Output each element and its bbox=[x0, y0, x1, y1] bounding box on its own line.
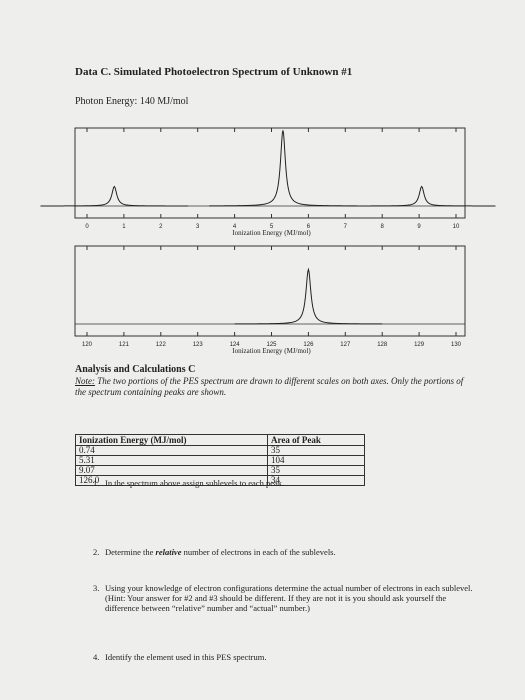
question-emphasis: relative bbox=[155, 547, 182, 557]
table-header: Ionization Energy (MJ/mol) bbox=[75, 434, 268, 446]
note: Note: The two portions of the PES spectr… bbox=[75, 376, 465, 398]
question-number: 3. bbox=[93, 583, 100, 593]
x-tick-label: 121 bbox=[119, 342, 130, 348]
question-text: Determine the bbox=[105, 547, 154, 557]
title: Data C. Simulated Photoelectron Spectrum… bbox=[75, 66, 353, 78]
x-tick-label: 129 bbox=[414, 342, 425, 348]
table-cell: 104 bbox=[267, 455, 365, 466]
peak bbox=[209, 130, 357, 207]
peak bbox=[347, 185, 496, 207]
question-text: Using your knowledge of electron configu… bbox=[105, 583, 473, 613]
table-cell: 0.74 bbox=[75, 445, 268, 456]
table-cell: 9.07 bbox=[75, 465, 268, 476]
table-row: 9.07 35 bbox=[75, 465, 365, 476]
question: 4. Identify the element used in this PES … bbox=[93, 652, 475, 662]
question-number: 2. bbox=[93, 547, 100, 557]
table-row: 5.31 104 bbox=[75, 455, 365, 466]
data-table: Ionization Energy (MJ/mol) Area of Peak 0… bbox=[75, 434, 365, 486]
analysis-heading: Analysis and Calculations C bbox=[75, 364, 196, 375]
table-row: 126.0 34 bbox=[75, 475, 365, 486]
x-tick-label: 10 bbox=[453, 224, 460, 230]
table-cell: 34 bbox=[267, 475, 365, 486]
x-tick-label: 126 bbox=[303, 342, 314, 348]
x-tick-label: 2 bbox=[159, 224, 163, 230]
peak bbox=[234, 267, 383, 325]
question: 3. Using your knowledge of electron confi… bbox=[93, 583, 475, 613]
x-tick-label: 7 bbox=[344, 224, 348, 230]
x-tick-label: 5 bbox=[270, 224, 274, 230]
spectrum-chart: 120 121 122 123 124 125 126 127 128 129 130 Ionizat… bbox=[74, 245, 466, 355]
table-cell: 35 bbox=[267, 445, 365, 456]
x-tick-label: 1 bbox=[122, 224, 126, 230]
x-tick-label: 6 bbox=[307, 224, 311, 230]
table-cell: 5.31 bbox=[75, 455, 268, 466]
question-text: In the spectrum above assign sublevels t… bbox=[105, 478, 285, 488]
peak bbox=[40, 185, 189, 207]
question: 2. Determine the relative number of elect… bbox=[93, 547, 475, 557]
table-cell: 35 bbox=[267, 465, 365, 476]
x-tick-label: 120 bbox=[82, 342, 93, 348]
x-tick-label: 122 bbox=[156, 342, 167, 348]
spectrum-chart: 0 1 2 3 4 5 6 7 8 9 10 Ionization Energy (MJ/mol) bbox=[40, 127, 496, 237]
note-label: Note: bbox=[75, 376, 95, 386]
plot-frame bbox=[74, 245, 466, 337]
question-text: Identify the element used in this PES sp… bbox=[105, 652, 267, 662]
question-text: number of electrons in each of the suble… bbox=[183, 547, 336, 557]
x-tick-label: 128 bbox=[377, 342, 388, 348]
x-tick-label: 123 bbox=[193, 342, 204, 348]
x-tick-label: 4 bbox=[233, 224, 237, 230]
x-tick-label: 0 bbox=[85, 224, 89, 230]
x-tick-label: 3 bbox=[196, 224, 200, 230]
question-number: 1. bbox=[93, 478, 100, 488]
table-row: 0.74 35 bbox=[75, 445, 365, 456]
x-tick-label: 9 bbox=[417, 224, 421, 230]
x-axis-label: Ionization Energy (MJ/mol) bbox=[232, 347, 311, 355]
question: 1. In the spectrum above assign sublevels… bbox=[93, 478, 475, 488]
plot-frame bbox=[74, 127, 466, 219]
question-number: 4. bbox=[93, 652, 100, 662]
note-text: The two portions of the PES spectrum are… bbox=[75, 376, 464, 397]
x-axis-label: Ionization Energy (MJ/mol) bbox=[232, 229, 311, 237]
table-header: Area of Peak bbox=[267, 434, 365, 446]
x-tick-label: 124 bbox=[230, 342, 241, 348]
x-tick-label: 8 bbox=[381, 224, 385, 230]
photon-energy: Photon Energy: 140 MJ/mol bbox=[75, 96, 189, 107]
x-tick-label: 130 bbox=[451, 342, 462, 348]
x-tick-label: 127 bbox=[340, 342, 351, 348]
x-tick-label: 125 bbox=[266, 342, 277, 348]
